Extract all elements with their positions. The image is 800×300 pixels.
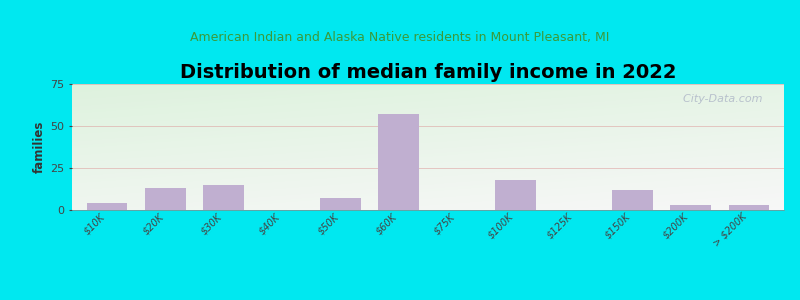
- Bar: [145, 188, 186, 210]
- Bar: [378, 114, 419, 210]
- Bar: [86, 203, 127, 210]
- Text: American Indian and Alaska Native residents in Mount Pleasant, MI: American Indian and Alaska Native reside…: [190, 32, 610, 44]
- Y-axis label: families: families: [33, 121, 46, 173]
- Bar: [612, 190, 653, 210]
- Text: City-Data.com: City-Data.com: [676, 94, 762, 104]
- Bar: [203, 185, 244, 210]
- Bar: [729, 205, 770, 210]
- Bar: [320, 198, 361, 210]
- Bar: [495, 180, 536, 210]
- Bar: [670, 205, 711, 210]
- Title: Distribution of median family income in 2022: Distribution of median family income in …: [180, 63, 676, 82]
